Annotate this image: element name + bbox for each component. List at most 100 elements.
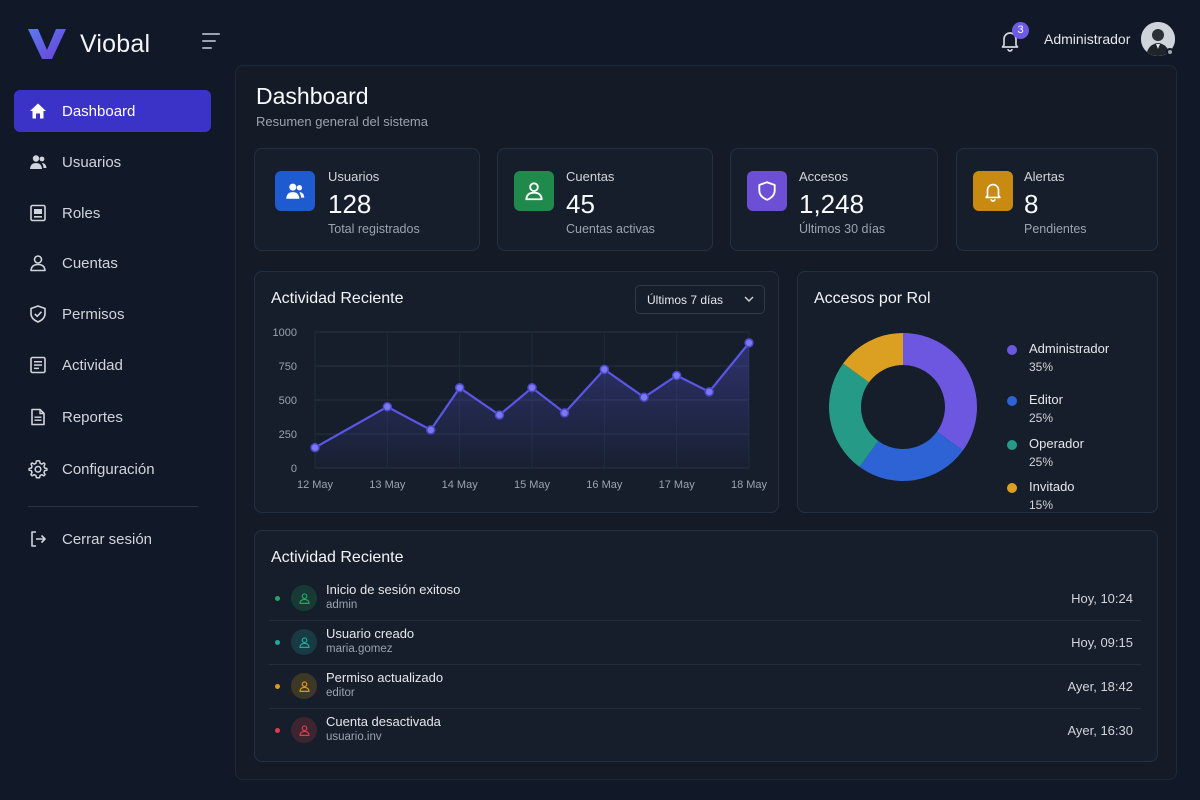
avatar-status-dot: [1166, 48, 1174, 56]
activity-time: Ayer, 16:30: [1067, 723, 1133, 738]
logout-button[interactable]: Cerrar sesión: [14, 518, 211, 560]
status-dot: [275, 596, 280, 601]
stat-icon-bg: [973, 171, 1013, 211]
y-tick-label: 0: [291, 463, 297, 475]
stat-icon-bg: [275, 171, 315, 211]
activity-title: Permiso actualizado: [326, 670, 444, 685]
legend-value: 25%: [1029, 455, 1054, 469]
row-divider: [269, 620, 1141, 621]
role-donut-chart: [829, 333, 977, 481]
data-point: [382, 402, 393, 412]
app-name: Viobal: [80, 29, 151, 58]
user-icon: [298, 592, 310, 604]
activity-row[interactable]: Cuenta desactivada usuario.inv Ayer, 16:30: [269, 709, 1141, 753]
data-point: [559, 408, 570, 418]
notification-badge: 3: [1012, 22, 1029, 39]
user-name[interactable]: Administrador: [1044, 31, 1131, 47]
activity-title: Inicio de sesión exitoso: [326, 582, 461, 597]
sidebar-item-label: Reportes: [62, 408, 123, 426]
donut-slice: [903, 333, 977, 451]
users-icon: [30, 155, 47, 169]
data-point: [599, 364, 610, 375]
sidebar-item-actividad[interactable]: Actividad: [14, 344, 211, 386]
y-tick-label: 750: [279, 361, 297, 373]
logout-label: Cerrar sesión: [62, 530, 153, 548]
stat-card-accesos[interactable]: Accesos 1,248 Últimos 30 días: [730, 148, 938, 251]
x-tick-label: 14 May: [442, 479, 479, 491]
data-point: [310, 442, 320, 453]
row-divider: [269, 708, 1141, 709]
recent-activity-card: Actividad Reciente Inicio de sesión exit…: [254, 530, 1158, 762]
activity-row[interactable]: Permiso actualizado editor Ayer, 18:42: [269, 665, 1141, 709]
stat-card-alertas[interactable]: Alertas 8 Pendientes: [956, 148, 1158, 251]
gear-icon: [28, 460, 48, 479]
sidebar-item-label: Dashboard: [62, 102, 136, 120]
donut-slice: [829, 363, 879, 467]
sidebar-item-roles[interactable]: Roles: [14, 192, 211, 234]
sidebar-item-dashboard[interactable]: Dashboard: [14, 90, 211, 132]
activity-line-chart: 0 250 500 750 1000 12 May 13 May 14 May 15 May 16…: [273, 327, 768, 491]
recent-activity-title: Actividad Reciente: [271, 549, 404, 566]
activity-list-icon: [30, 356, 46, 374]
stat-label: Accesos: [799, 169, 849, 184]
activity-user: usuario.inv: [326, 731, 382, 743]
range-select[interactable]: Últimos 7 días: [635, 285, 765, 314]
activity-user: editor: [326, 687, 355, 699]
sidebar-item-reportes[interactable]: Reportes: [14, 396, 211, 438]
activity-avatar: [291, 585, 317, 611]
activity-title: Cuenta desactivada: [326, 714, 441, 729]
users-icon: [286, 183, 305, 199]
data-point: [527, 383, 537, 393]
stat-value: 1,248: [799, 189, 865, 219]
menu-toggle-icon[interactable]: [202, 33, 224, 51]
legend-label: Invitado: [1029, 479, 1075, 494]
sidebar-item-label: Roles: [62, 204, 101, 222]
activity-title: Usuario creado: [326, 626, 415, 641]
y-tick-label: 250: [279, 429, 297, 441]
activity-row[interactable]: Usuario creado maria.gomez Hoy, 09:15: [269, 621, 1141, 665]
logout-icon: [31, 531, 46, 547]
sidebar-item-label: Configuración: [62, 460, 155, 478]
legend-value: 15%: [1029, 498, 1054, 512]
stat-subtext: Total registrados: [328, 222, 420, 236]
sidebar-item-label: Cuentas: [62, 254, 118, 272]
sidebar-item-cuentas[interactable]: Cuentas: [14, 242, 211, 284]
donut-slice: [859, 431, 963, 481]
role-chart-title: Accesos por Rol: [814, 290, 931, 307]
app-logo[interactable]: Viobal: [26, 26, 150, 62]
user-icon: [525, 182, 543, 201]
activity-avatar: [291, 717, 317, 743]
sidebar-item-usuarios[interactable]: Usuarios: [14, 141, 211, 183]
page-subtitle: Resumen general del sistema: [256, 114, 428, 129]
data-point: [671, 370, 682, 381]
data-point: [639, 392, 649, 403]
shield-check-icon: [30, 305, 46, 323]
activity-user: maria.gomez: [326, 643, 393, 655]
legend-dot: [1007, 396, 1017, 406]
stat-label: Usuarios: [328, 169, 380, 184]
activity-chart-title: Actividad Reciente: [271, 290, 404, 307]
range-select-value: Últimos 7 días: [647, 293, 724, 307]
activity-user: admin: [326, 599, 358, 611]
user-icon: [298, 680, 310, 692]
data-point: [704, 387, 714, 397]
legend-dot: [1007, 483, 1017, 493]
stat-card-usuarios[interactable]: Usuarios 128 Total registrados: [254, 148, 480, 251]
shield-icon: [758, 181, 776, 201]
x-tick-label: 16 May: [586, 479, 623, 491]
activity-chart-card: Actividad Reciente Últimos 7 días 0 250 50…: [254, 271, 779, 513]
sidebar-divider: [28, 506, 198, 507]
activity-time: Ayer, 18:42: [1067, 679, 1133, 694]
home-icon: [30, 103, 46, 119]
page-title: Dashboard: [256, 83, 369, 109]
legend-dot: [1007, 345, 1017, 355]
sidebar-item-configuracion[interactable]: Configuración: [14, 448, 211, 490]
legend-value: 25%: [1029, 411, 1054, 425]
donut-slice: [843, 333, 903, 383]
stat-card-cuentas[interactable]: Cuentas 45 Cuentas activas: [497, 148, 713, 251]
activity-avatar: [291, 673, 317, 699]
sidebar-item-permisos[interactable]: Permisos: [14, 293, 211, 335]
sidebar-item-label: Permisos: [62, 305, 125, 323]
activity-row[interactable]: Inicio de sesión exitoso admin Hoy, 10:24: [269, 577, 1141, 621]
top-bar: Viobal 3 Administrador: [0, 0, 1200, 82]
